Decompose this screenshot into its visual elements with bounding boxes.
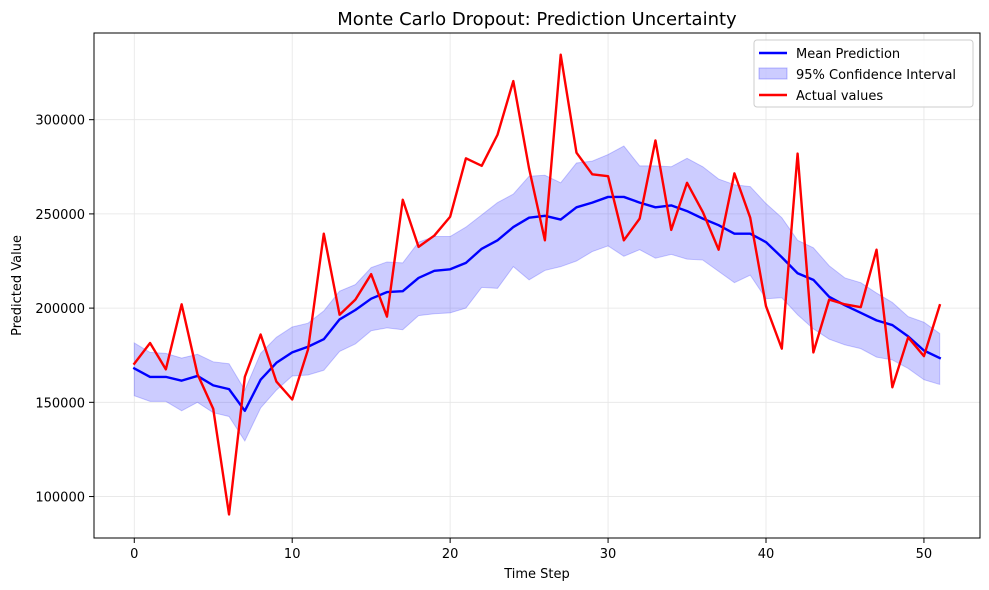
confidence-band-layer bbox=[133, 145, 941, 442]
legend-box bbox=[753, 39, 974, 108]
x-tick-label: 10 bbox=[284, 547, 301, 562]
y-tick-label: 150000 bbox=[35, 396, 85, 411]
axis-ticks: 0 10 20 30 40 50 100000 150000 200000 250000 30000… bbox=[35, 114, 932, 562]
actual-values-line bbox=[132, 53, 942, 516]
legend-swatch-band bbox=[758, 67, 788, 80]
series-lines-layer bbox=[132, 53, 942, 516]
chart-title: Monte Carlo Dropout: Prediction Uncertai… bbox=[337, 9, 737, 30]
x-axis-label: Time Step bbox=[503, 567, 570, 582]
x-tick-label: 20 bbox=[442, 547, 459, 562]
y-tick-label: 100000 bbox=[35, 491, 85, 506]
legend-entry-label: 95% Confidence Interval bbox=[796, 68, 956, 83]
legend-entry-label: Mean Prediction bbox=[796, 47, 900, 62]
confidence-interval-band bbox=[133, 145, 941, 442]
x-tick-label: 40 bbox=[758, 547, 775, 562]
legend-entry-label: Actual values bbox=[796, 89, 883, 104]
legend: Mean Prediction 95% Confidence Interval Ac… bbox=[753, 39, 974, 108]
y-tick-label: 200000 bbox=[35, 302, 85, 317]
plot-frame bbox=[93, 32, 981, 539]
mean-prediction-line bbox=[132, 195, 942, 413]
x-tick-label: 0 bbox=[130, 547, 138, 562]
x-tick-label: 50 bbox=[916, 547, 933, 562]
y-tick-label: 300000 bbox=[35, 114, 85, 129]
y-axis-label: Predicted Value bbox=[10, 235, 25, 336]
y-tick-label: 250000 bbox=[35, 208, 85, 223]
x-tick-label: 30 bbox=[600, 547, 617, 562]
